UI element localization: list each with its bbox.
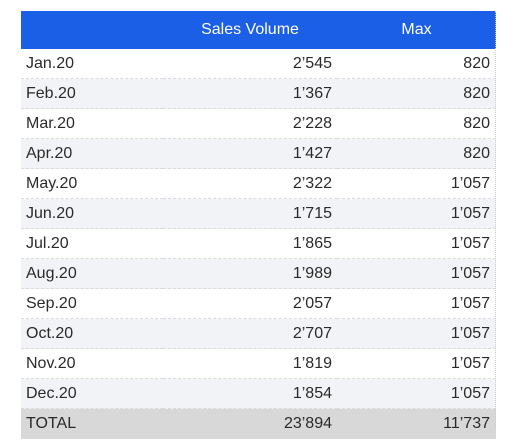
row-max-cell: 1’057 <box>337 318 496 349</box>
row-month-cell: Jul.20 <box>21 228 163 259</box>
table-edge-divider <box>495 11 497 429</box>
sales-table: Sales Volume Max Jan.20 2’545 820 Feb.20 1’3… <box>21 11 496 439</box>
row-month-cell: Apr.20 <box>21 138 163 169</box>
table-row[interactable]: Feb.20 1’367 820 <box>21 78 496 109</box>
table-row[interactable]: Aug.20 1’989 1’057 <box>21 258 496 289</box>
table-row[interactable]: Sep.20 2’057 1’057 <box>21 288 496 319</box>
row-sales-volume-cell: 1’989 <box>163 258 337 289</box>
column-header-month[interactable] <box>21 11 163 49</box>
row-max-cell: 820 <box>337 78 496 109</box>
total-sales-volume: 23’894 <box>163 408 337 439</box>
table-row[interactable]: May.20 2’322 1’057 <box>21 168 496 199</box>
row-max-cell: 820 <box>337 138 496 169</box>
column-header-sales-volume[interactable]: Sales Volume <box>163 11 337 49</box>
row-month-cell: Jan.20 <box>21 49 163 79</box>
row-max-cell: 1’057 <box>337 348 496 379</box>
row-sales-volume-cell: 2’057 <box>163 288 337 319</box>
row-max-cell: 1’057 <box>337 378 496 409</box>
table-row[interactable]: Dec.20 1’854 1’057 <box>21 378 496 409</box>
table-row[interactable]: Oct.20 2’707 1’057 <box>21 318 496 349</box>
row-sales-volume-cell: 1’819 <box>163 348 337 379</box>
row-sales-volume-cell: 2’545 <box>163 49 337 79</box>
row-sales-volume-cell: 1’854 <box>163 378 337 409</box>
row-sales-volume-cell: 2’707 <box>163 318 337 349</box>
row-month-cell: Mar.20 <box>21 108 163 139</box>
row-month-cell: Aug.20 <box>21 258 163 289</box>
header-row: Sales Volume Max <box>21 11 496 49</box>
row-sales-volume-cell: 1’715 <box>163 198 337 229</box>
total-label: TOTAL <box>21 408 163 439</box>
row-month-cell: Jun.20 <box>21 198 163 229</box>
table-row[interactable]: Jul.20 1’865 1’057 <box>21 228 496 259</box>
table-body: Jan.20 2’545 820 Feb.20 1’367 820 Mar.20 2’228 8… <box>21 49 496 409</box>
row-sales-volume-cell: 2’228 <box>163 108 337 139</box>
row-month-cell: Sep.20 <box>21 288 163 319</box>
total-row: TOTAL 23’894 11’737 <box>21 408 496 439</box>
table-row[interactable]: Jan.20 2’545 820 <box>21 49 496 79</box>
row-max-cell: 1’057 <box>337 258 496 289</box>
row-sales-volume-cell: 1’865 <box>163 228 337 259</box>
row-month-cell: Nov.20 <box>21 348 163 379</box>
row-max-cell: 820 <box>337 108 496 139</box>
row-month-cell: Feb.20 <box>21 78 163 109</box>
table-row[interactable]: Jun.20 1’715 1’057 <box>21 198 496 229</box>
total-max: 11’737 <box>337 408 496 439</box>
row-month-cell: Dec.20 <box>21 378 163 409</box>
table-row[interactable]: Nov.20 1’819 1’057 <box>21 348 496 379</box>
row-month-cell: Oct.20 <box>21 318 163 349</box>
row-max-cell: 1’057 <box>337 168 496 199</box>
row-sales-volume-cell: 1’367 <box>163 78 337 109</box>
table-row[interactable]: Apr.20 1’427 820 <box>21 138 496 169</box>
column-header-max[interactable]: Max <box>337 11 496 49</box>
row-max-cell: 1’057 <box>337 288 496 319</box>
row-month-cell: May.20 <box>21 168 163 199</box>
table-row[interactable]: Mar.20 2’228 820 <box>21 108 496 139</box>
row-sales-volume-cell: 2’322 <box>163 168 337 199</box>
row-max-cell: 1’057 <box>337 228 496 259</box>
row-sales-volume-cell: 1’427 <box>163 138 337 169</box>
row-max-cell: 820 <box>337 49 496 79</box>
row-max-cell: 1’057 <box>337 198 496 229</box>
